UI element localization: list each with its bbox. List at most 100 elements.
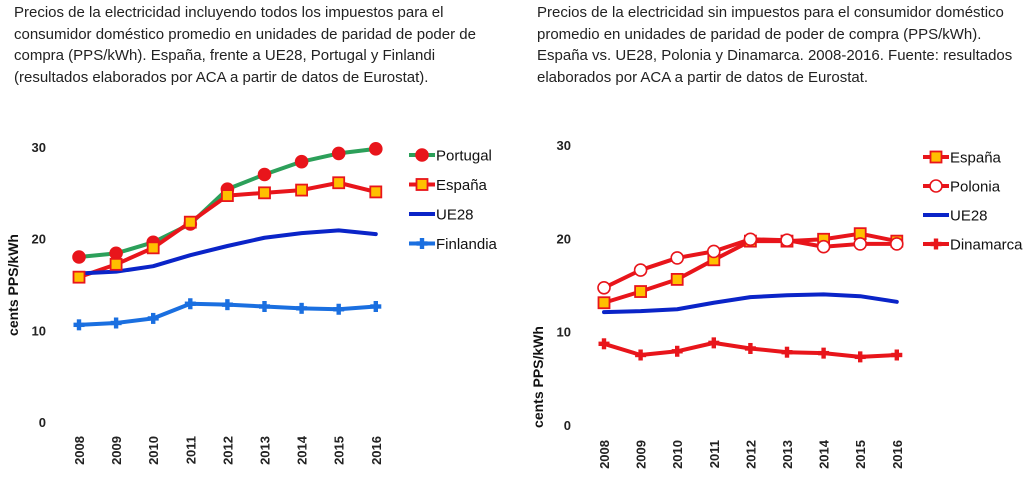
chart-2-point-espana <box>597 296 611 310</box>
chart-1-legend-label-portugal: Portugal <box>436 148 492 165</box>
chart-2-point-dinamarca <box>818 347 830 359</box>
chart-1-x-tick-label: 2009 <box>109 436 124 465</box>
chart-2-point-polonia <box>633 263 648 277</box>
chart-2-legend-marker-polonia <box>929 179 943 193</box>
chart-2-x-tick-label: 2010 <box>670 440 685 469</box>
chart-2-x-tick-label: 2014 <box>817 439 832 469</box>
chart-1-point-finlandia <box>370 301 382 312</box>
chart-1-x-tick-label: 2008 <box>72 436 87 465</box>
chart-2-point-dinamarca <box>854 351 866 363</box>
chart-1-point-finlandia <box>333 303 345 315</box>
chart-1-point-finlandia <box>110 317 122 329</box>
chart-2-y-tick-label: 0 <box>564 418 571 433</box>
chart-2-legend-item-dinamarca: Dinamarca <box>923 237 1023 254</box>
chart-1-point-espana <box>295 183 309 197</box>
chart-2-x-tick-label: 2013 <box>780 440 795 469</box>
chart-1-legend-marker-espana <box>415 178 429 191</box>
chart-2-point-dinamarca <box>635 349 647 361</box>
chart-1-markers-espana <box>72 176 383 284</box>
chart-2-y-axis-label: cents PPS/kWh <box>530 326 546 428</box>
chart-2-point-dinamarca <box>598 338 610 350</box>
chart-1-legend-label-ue28: UE28 <box>436 207 474 224</box>
chart-2-x-axis-ticks: 2008 2009 2010 2011 2012 2013 2014 2015 2016 <box>597 439 905 469</box>
chart-1-x-tick-label: 2016 <box>369 436 384 465</box>
chart-2-x-tick-label: 2016 <box>890 440 905 469</box>
chart-2-y-tick-label: 10 <box>557 325 571 340</box>
chart-2-legend-label-espana: España <box>950 150 1002 167</box>
chart-1-y-tick-label: 30 <box>32 140 46 155</box>
chart-1-y-tick-label: 10 <box>32 323 46 338</box>
chart-1-point-portugal <box>368 142 383 156</box>
chart-2-point-polonia <box>816 239 831 254</box>
chart-1-legend-label-finlandia: Finlandia <box>436 236 498 253</box>
chart-2-x-tick-label: 2009 <box>634 440 649 469</box>
chart-1-legend-marker-portugal <box>415 148 429 162</box>
chart-1-point-espana <box>369 185 383 199</box>
chart-2-line-ue28 <box>602 292 899 315</box>
chart-2-point-polonia <box>743 232 758 247</box>
chart-1-point-portugal <box>257 167 272 182</box>
chart-1-markers-finlandia <box>73 298 382 331</box>
chart-1-point-espana <box>258 186 271 200</box>
chart-1-legend-item-ue28: UE28 <box>409 207 474 224</box>
chart-1-point-finlandia <box>147 312 159 324</box>
chart-2-legend: España Polonia UE28 Dinamarca <box>923 150 1023 254</box>
chart-1-caption: Precios de la electricidad incluyendo to… <box>14 4 476 86</box>
chart-1-point-portugal <box>294 154 309 169</box>
chart-1-series-ue28 <box>77 228 378 276</box>
chart-1-point-espana <box>332 176 346 190</box>
chart-1-legend-item-portugal: Portugal <box>409 148 492 165</box>
chart-2-series-ue28 <box>602 292 899 315</box>
chart-2-point-polonia <box>889 237 904 251</box>
chart-2-legend-item-polonia: Polonia <box>923 179 1001 196</box>
chart-2-caption: Precios de la electricidad sin impuestos… <box>537 4 1013 86</box>
chart-2-y-axis-ticks: 0 10 20 30 <box>557 138 571 433</box>
chart-2-markers-dinamarca <box>598 337 903 363</box>
chart-1-point-espana <box>220 189 234 202</box>
chart-2-x-tick-label: 2011 <box>707 440 722 468</box>
chart-1-point-finlandia <box>221 299 233 311</box>
chart-1-legend-marker-finlandia <box>416 238 428 249</box>
chart-1-legend-item-espana: España <box>409 177 488 194</box>
chart-1-y-tick-label: 0 <box>39 415 46 430</box>
chart-1-y-tick-label: 20 <box>32 232 46 247</box>
chart-2-point-espana <box>634 285 647 298</box>
chart-2-point-dinamarca <box>708 337 720 349</box>
chart-1-line-ue28 <box>77 228 378 276</box>
chart-2-legend-item-espana: España <box>923 150 1002 167</box>
chart-1-legend: Portugal España UE28 Finlandia <box>409 148 498 253</box>
chart-1-point-portugal <box>331 146 346 161</box>
chart-1-y-axis-label: cents PPS/kWh <box>5 234 21 336</box>
chart-2-point-dinamarca <box>781 346 793 358</box>
chart-1-point-espana <box>183 215 197 229</box>
chart-1-point-finlandia <box>184 298 196 310</box>
chart-2-markers-polonia <box>597 232 904 295</box>
chart-2-point-polonia <box>670 251 685 265</box>
chart-2-x-tick-label: 2015 <box>853 440 868 469</box>
chart-2-point-polonia <box>780 233 794 247</box>
chart-1-point-espana <box>72 270 86 284</box>
chart-2-point-polonia <box>853 237 868 251</box>
chart-2-legend-label-polonia: Polonia <box>950 179 1001 196</box>
chart-1-point-portugal <box>72 250 86 264</box>
chart-2-point-polonia <box>706 244 721 259</box>
chart-2-y-tick-label: 30 <box>557 138 571 153</box>
chart-1-legend-label-espana: España <box>436 177 488 194</box>
chart-2-point-dinamarca <box>891 349 903 361</box>
chart-1-x-tick-label: 2013 <box>258 436 273 465</box>
chart-2-x-tick-label: 2012 <box>743 440 758 469</box>
chart-1-legend-item-finlandia: Finlandia <box>409 236 498 253</box>
chart-1-x-tick-label: 2012 <box>220 436 235 465</box>
chart-1-y-axis-ticks: 0 10 20 30 <box>32 140 46 430</box>
chart-1-point-finlandia <box>259 301 270 312</box>
chart-1-point-finlandia <box>73 319 85 331</box>
chart-1-point-finlandia <box>296 302 308 314</box>
chart-2-y-tick-label: 20 <box>557 231 571 246</box>
chart-2-point-dinamarca <box>744 342 756 354</box>
chart-2-point-dinamarca <box>671 345 683 357</box>
chart-1-point-espana <box>146 241 160 255</box>
chart-2-legend-label-dinamarca: Dinamarca <box>950 237 1023 254</box>
chart-2-legend-marker-espana <box>929 150 943 164</box>
